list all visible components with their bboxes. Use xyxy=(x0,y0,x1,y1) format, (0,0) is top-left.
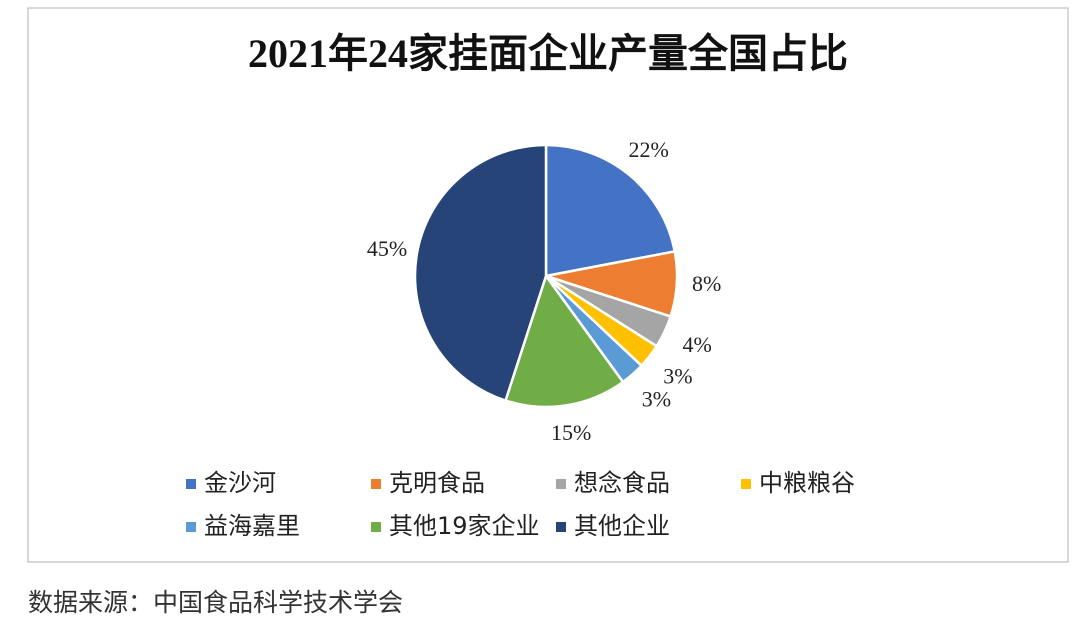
data-label: 8% xyxy=(692,271,721,296)
chart-title: 2021年24家挂面企业产量全国占比 xyxy=(248,31,848,76)
pie-slice xyxy=(503,273,625,409)
legend-label: 益海嘉里 xyxy=(204,512,300,540)
legend-label: 中粮粮谷 xyxy=(759,469,855,497)
pie-slice xyxy=(544,143,677,278)
data-label: 15% xyxy=(551,420,591,445)
legend-label: 其他19家企业 xyxy=(389,512,540,540)
legend-swatch xyxy=(371,522,381,532)
data-label: 45% xyxy=(367,236,407,261)
legend-swatch xyxy=(741,479,751,489)
legend-label: 克明食品 xyxy=(389,469,485,497)
legend-swatch xyxy=(186,479,196,489)
legend-swatch xyxy=(556,522,566,532)
legend-swatch xyxy=(371,479,381,489)
data-label: 3% xyxy=(663,363,692,388)
legend-label: 想念食品 xyxy=(574,469,670,497)
data-label: 22% xyxy=(628,137,668,162)
legend-swatch xyxy=(556,479,566,489)
legend-label: 其他企业 xyxy=(574,512,670,540)
legend-swatch xyxy=(186,522,196,532)
data-label: 3% xyxy=(642,386,671,411)
pie-slice xyxy=(413,143,548,403)
legend-label: 金沙河 xyxy=(204,469,276,497)
data-label: 4% xyxy=(682,332,711,357)
source-note: 数据来源：中国食品科学技术学会 xyxy=(28,588,403,617)
